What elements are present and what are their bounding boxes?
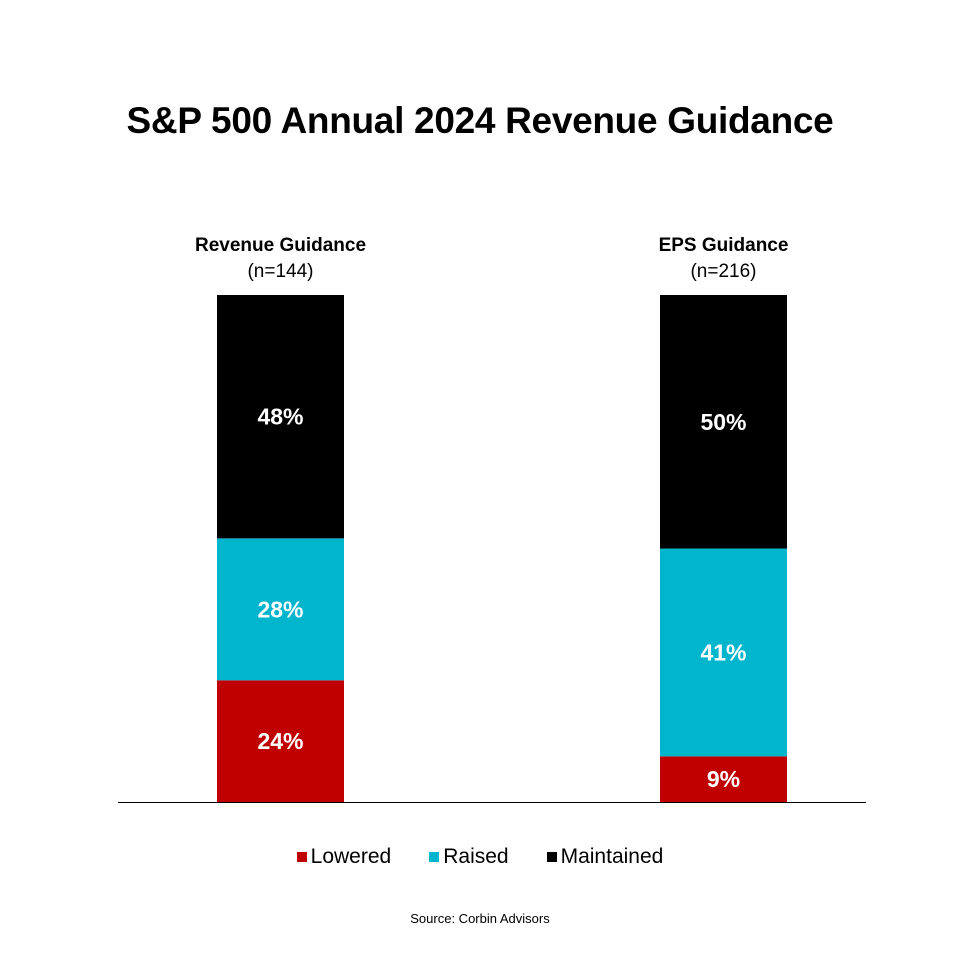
category-sublabel-eps-guidance: (n=216) [690,261,756,282]
category-label-revenue-guidance: Revenue Guidance [195,235,366,256]
data-label-eps-guidance-lowered: 9% [707,766,740,792]
bar-segment-revenue-guidance-maintained [217,295,344,539]
legend-item-maintained: Maintained [546,845,664,869]
bar-segment-eps-guidance-lowered [660,756,787,802]
data-label-revenue-guidance-lowered: 24% [257,728,303,754]
legend-swatch-raised [429,852,440,862]
legend-label-lowered: Lowered [310,845,392,868]
legend-label-maintained: Maintained [560,845,664,868]
category-sublabel-revenue-guidance: (n=144) [247,261,313,282]
legend-label-raised: Raised [443,845,509,868]
data-label-eps-guidance-maintained: 50% [700,409,746,435]
bar-segment-revenue-guidance-lowered [217,680,344,802]
legend-swatch-maintained [546,852,557,862]
category-label-eps-guidance: EPS Guidance [659,235,789,256]
data-label-revenue-guidance-maintained: 48% [257,404,303,430]
chart-title: S&P 500 Annual 2024 Revenue Guidance [126,100,834,141]
data-label-eps-guidance-raised: 41% [700,639,746,665]
source-note: Source: Corbin Advisors [410,911,550,926]
data-label-revenue-guidance-raised: 28% [257,596,303,622]
bar-segment-revenue-guidance-raised [217,538,344,681]
legend: Lowered Raised Maintained [0,845,960,869]
bar-segment-eps-guidance-raised [660,548,787,757]
legend-swatch-lowered [296,852,307,862]
bar-segment-eps-guidance-maintained [660,295,787,549]
legend-item-lowered: Lowered [296,845,392,869]
legend-item-raised: Raised [429,845,509,869]
